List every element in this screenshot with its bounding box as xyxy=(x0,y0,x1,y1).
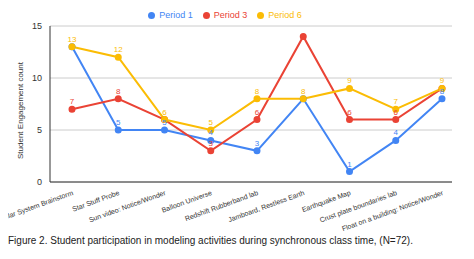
svg-text:5: 5 xyxy=(162,118,167,127)
svg-text:10: 10 xyxy=(32,73,42,83)
svg-text:Earthquake Map: Earthquake Map xyxy=(300,189,352,214)
svg-text:Redshift Rubberband lab: Redshift Rubberband lab xyxy=(184,189,259,222)
svg-text:Balloon Universe: Balloon Universe xyxy=(160,189,213,214)
svg-text:3: 3 xyxy=(209,139,214,148)
svg-text:9: 9 xyxy=(440,76,445,85)
svg-text:5: 5 xyxy=(116,118,121,127)
html-text:Period 6: Period 6 xyxy=(268,10,302,20)
svg-text:8: 8 xyxy=(301,87,306,96)
svg-text:5: 5 xyxy=(37,125,42,135)
svg-text:6: 6 xyxy=(162,108,167,117)
svg-text:13: 13 xyxy=(68,35,77,44)
svg-text:5: 5 xyxy=(209,118,214,127)
svg-text:4: 4 xyxy=(394,128,399,137)
svg-text:Float on a building: Notice/Wo: Float on a building: Notice/Wonder xyxy=(341,189,445,233)
svg-text:8: 8 xyxy=(255,87,260,96)
svg-text:15: 15 xyxy=(32,21,42,31)
svg-text:Jamboard, Restless Earth: Jamboard, Restless Earth xyxy=(227,189,305,223)
svg-text:0: 0 xyxy=(37,177,42,187)
svg-text:4: 4 xyxy=(209,128,214,137)
html-text:Period 1: Period 1 xyxy=(159,10,193,20)
svg-text:Sun video: Notice/Wonder: Sun video: Notice/Wonder xyxy=(88,189,167,224)
svg-text:6: 6 xyxy=(394,108,399,117)
svg-text:8: 8 xyxy=(440,87,445,96)
html-text:Figure 2. Student participatio: Figure 2. Student participation in model… xyxy=(8,235,413,246)
svg-text:Student Engagement count: Student Engagement count xyxy=(16,61,25,159)
svg-text:9: 9 xyxy=(347,76,352,85)
svg-text:12: 12 xyxy=(114,45,123,54)
svg-text:6: 6 xyxy=(347,108,352,117)
svg-text:Solar System Brainstorm: Solar System Brainstorm xyxy=(8,189,75,223)
svg-text:6: 6 xyxy=(255,108,260,117)
svg-text:7: 7 xyxy=(70,97,75,106)
svg-text:3: 3 xyxy=(255,139,260,148)
svg-text:Star Stuff Probe: Star Stuff Probe xyxy=(71,189,121,213)
svg-text:Crust plate boundaries lab: Crust plate boundaries lab xyxy=(318,189,398,224)
svg-text:1: 1 xyxy=(347,160,352,169)
svg-text:8: 8 xyxy=(116,87,121,96)
svg-text:7: 7 xyxy=(394,97,399,106)
html-text:Period 3: Period 3 xyxy=(213,10,248,20)
